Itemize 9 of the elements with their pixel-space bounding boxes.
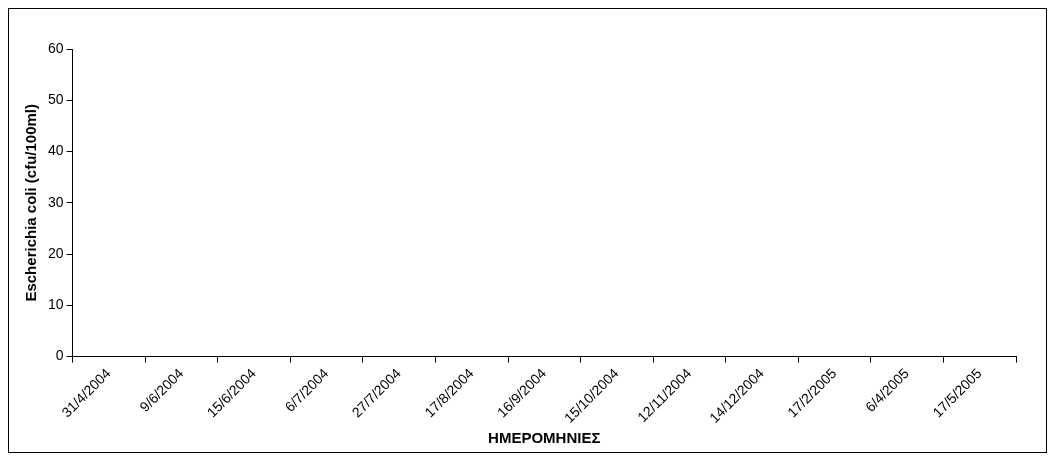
y-axis-title: Escherichia coli (cfu/100ml) [22,103,40,302]
y-tick-label: 40 [47,142,64,159]
y-tick-label: 60 [47,39,64,56]
y-tick-label: 30 [47,193,64,210]
y-tick-label: 50 [47,91,64,108]
x-axis-title: ΗΜΕΡΟΜΗΝΙΕΣ [488,429,601,447]
y-tick-label: 20 [47,244,64,261]
y-tick-label: 10 [47,296,64,313]
y-tick-label: 0 [55,347,64,364]
